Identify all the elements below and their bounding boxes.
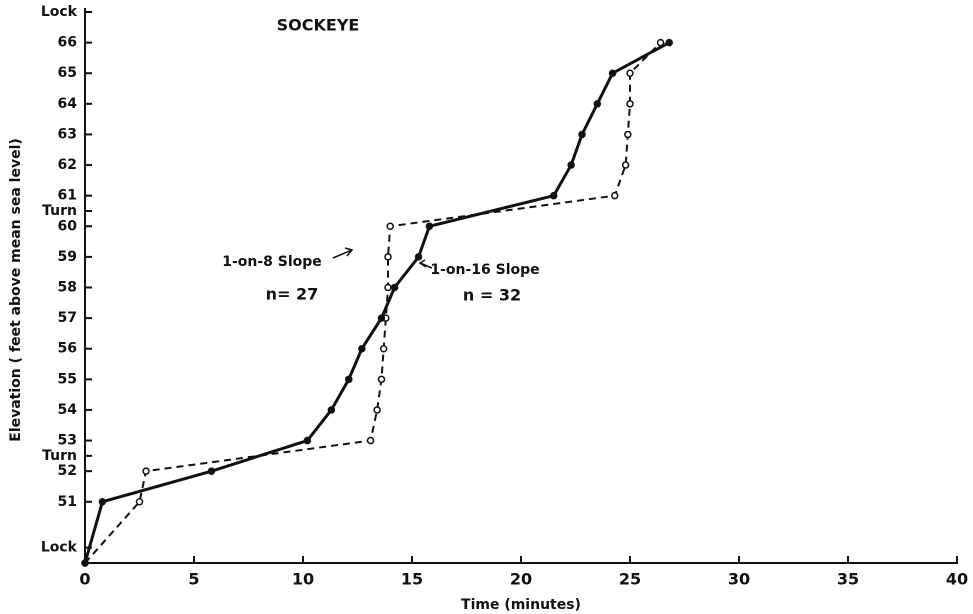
y-tick-label: 61 (58, 188, 77, 204)
data-point (567, 161, 575, 169)
y-tick-label: 51 (58, 494, 77, 510)
data-point (207, 467, 216, 475)
series-annotation: 1-on-8 Slope (222, 254, 322, 270)
x-tick-label: 35 (837, 570, 859, 589)
x-tick-label: 10 (292, 570, 314, 589)
y-tick-label: Lock (41, 4, 78, 20)
chart-title: SOCKEYE (277, 16, 360, 35)
x-tick-label: 40 (946, 570, 968, 589)
data-point (373, 406, 381, 414)
data-point (414, 253, 423, 261)
annotation: n= 27 (266, 285, 319, 304)
data-point (345, 375, 353, 384)
data-point (135, 498, 144, 506)
y-tick-label: Turn (42, 203, 77, 219)
data-point (377, 314, 386, 322)
y-tick-label: 57 (58, 310, 77, 326)
y-axis-label: Elevation ( feet above mean sea level) (8, 138, 24, 442)
x-tick-label: 0 (79, 570, 90, 589)
y-tick-label: 64 (58, 96, 78, 112)
data-point (608, 69, 617, 77)
data-point (578, 130, 586, 139)
data-point (98, 498, 107, 506)
x-tick-label: 15 (401, 570, 423, 589)
y-tick-label: 54 (58, 402, 78, 418)
data-point (303, 436, 312, 445)
x-tick-label: 30 (728, 570, 750, 589)
y-tick-label: 66 (58, 35, 77, 51)
annotation: n = 32 (463, 286, 521, 305)
y-tick-label: 60 (58, 218, 78, 234)
data-point (379, 344, 388, 353)
data-point (358, 344, 366, 353)
y-tick-label: 62 (58, 157, 77, 173)
data-point (626, 69, 634, 77)
data-point (366, 436, 375, 445)
data-point (386, 222, 394, 231)
data-point (377, 375, 386, 384)
data-point (549, 191, 558, 200)
y-tick-label: 58 (58, 280, 77, 296)
data-point (425, 222, 434, 231)
x-tick-label: 5 (188, 570, 199, 589)
arrow (418, 259, 433, 269)
series-line (83, 41, 670, 564)
x-axis-label: Time (minutes) (461, 597, 581, 613)
data-point (384, 283, 392, 292)
data-point (593, 100, 602, 108)
data-point (656, 38, 665, 47)
data-point (624, 130, 632, 139)
data-point (626, 100, 634, 108)
series-line (84, 41, 662, 564)
data-point (142, 467, 150, 475)
data-point (384, 253, 392, 261)
x-tick-label: 20 (510, 570, 532, 589)
y-tick-label: 63 (58, 126, 77, 142)
data-point (610, 191, 619, 200)
y-tick-label: 59 (58, 249, 77, 265)
y-tick-label: 65 (58, 65, 77, 81)
y-tick-label: 55 (58, 371, 77, 387)
data-point (81, 559, 89, 567)
data-point (390, 283, 399, 292)
y-tick-label: 56 (58, 341, 77, 357)
data-point (665, 38, 673, 47)
y-tick-label: Turn (42, 448, 77, 464)
y-tick-label: 52 (58, 463, 77, 479)
data-point (621, 161, 630, 169)
y-tick-label: Lock (41, 540, 78, 556)
x-tick-label: 25 (619, 570, 641, 589)
series-annotation: 1-on-16 Slope (430, 262, 539, 278)
data-point (327, 406, 336, 414)
arrow (332, 247, 354, 259)
y-tick-label: 53 (58, 433, 77, 449)
